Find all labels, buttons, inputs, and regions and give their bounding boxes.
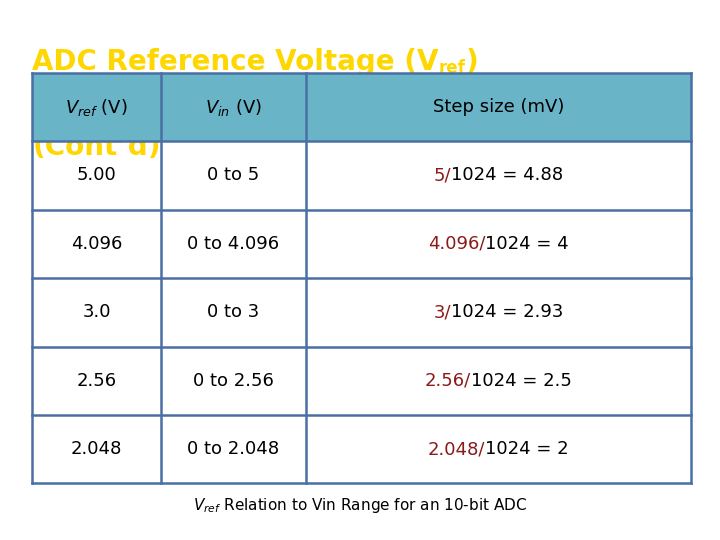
Bar (32, 73, 691, 141)
Text: 0 to 2.048: 0 to 2.048 (187, 440, 279, 458)
Text: 1024 = 4: 1024 = 4 (485, 235, 569, 253)
Text: ADC Reference Voltage (V: ADC Reference Voltage (V (32, 48, 439, 76)
Text: 5.00: 5.00 (77, 166, 117, 185)
Text: 2.048: 2.048 (71, 440, 122, 458)
Text: 1024 = 2.93: 1024 = 2.93 (451, 303, 564, 321)
Text: $V_{ref}$ Relation to Vin Range for an 10-bit ADC: $V_{ref}$ Relation to Vin Range for an 1… (193, 496, 527, 516)
Text: 1024 = 2: 1024 = 2 (485, 440, 569, 458)
Text: 0 to 5: 0 to 5 (207, 166, 259, 185)
Text: 0 to 4.096: 0 to 4.096 (187, 235, 279, 253)
Text: 1024 = 2.5: 1024 = 2.5 (471, 372, 572, 390)
Text: 0 to 2.56: 0 to 2.56 (193, 372, 274, 390)
Text: 5/1024 = 4.88: 5/1024 = 4.88 (433, 166, 563, 185)
Text: $V_{in}$ (V): $V_{in}$ (V) (205, 97, 262, 118)
Text: 2.56/: 2.56/ (425, 372, 471, 390)
Text: 4.096/1024 = 4: 4.096/1024 = 4 (428, 235, 569, 253)
Text: 3/1024 = 2.93: 3/1024 = 2.93 (433, 303, 564, 321)
Text: ): ) (466, 48, 479, 76)
Text: $V_{ref}$ (V): $V_{ref}$ (V) (66, 97, 128, 118)
Text: 2.56/1024 = 2.5: 2.56/1024 = 2.5 (425, 372, 572, 390)
Text: 3/: 3/ (433, 303, 451, 321)
Text: ref: ref (439, 59, 466, 77)
Text: (Cont’d): (Cont’d) (32, 133, 161, 161)
Text: 2.048/1024 = 2: 2.048/1024 = 2 (428, 440, 569, 458)
Text: 2.048/: 2.048/ (428, 440, 485, 458)
Text: 5/: 5/ (433, 166, 451, 185)
Text: 4.096/: 4.096/ (428, 235, 485, 253)
Text: Step size (mV): Step size (mV) (433, 98, 564, 116)
Text: 3.0: 3.0 (82, 303, 111, 321)
Text: 2.56: 2.56 (76, 372, 117, 390)
Text: 1024 = 4.88: 1024 = 4.88 (451, 166, 563, 185)
Text: 4.096: 4.096 (71, 235, 122, 253)
Text: 0 to 3: 0 to 3 (207, 303, 259, 321)
